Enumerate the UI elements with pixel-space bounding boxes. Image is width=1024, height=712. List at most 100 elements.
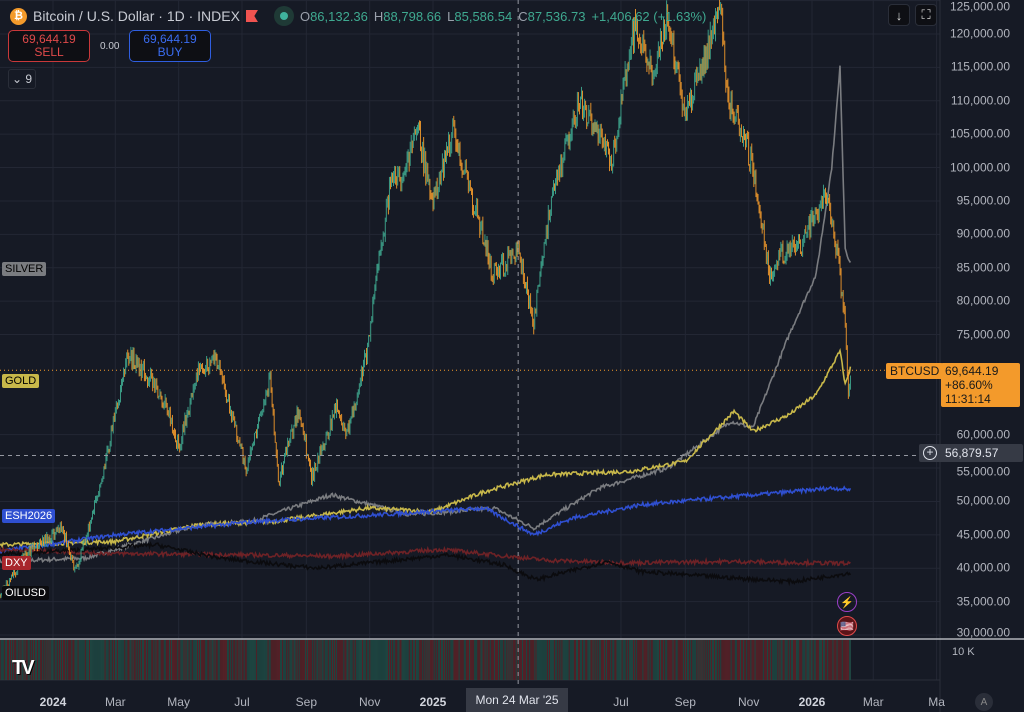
volume-bar: [373, 640, 375, 680]
volume-bar: [836, 640, 838, 680]
volume-bar: [336, 640, 338, 680]
auto-scale-button[interactable]: A: [975, 693, 993, 711]
volume-bar: [13, 640, 15, 680]
volume-bar: [367, 640, 369, 680]
volume-bar: [120, 640, 122, 680]
volume-bar: [221, 640, 223, 680]
volume-bar: [71, 640, 73, 680]
volume-bar: [434, 640, 436, 680]
volume-bar: [86, 640, 88, 680]
volume-bar: [611, 640, 613, 680]
volume-bar: [509, 640, 511, 680]
lightning-icon[interactable]: ⚡: [837, 592, 857, 612]
volume-bar: [174, 640, 176, 680]
volume-bar: [15, 640, 17, 680]
volume-bar: [397, 640, 399, 680]
volume-bar: [150, 640, 152, 680]
symbol-label-gold[interactable]: GOLD: [2, 374, 40, 388]
volume-bar: [600, 640, 602, 680]
us-flag-icon[interactable]: 🇺🇸: [837, 616, 857, 636]
volume-bar: [383, 640, 385, 680]
volume-bar: [23, 640, 25, 680]
plus-icon[interactable]: +: [923, 446, 937, 460]
volume-bar: [211, 640, 213, 680]
volume-bar: [170, 640, 171, 680]
volume-bar: [615, 640, 617, 680]
symbol-label-oilusd[interactable]: OILUSD: [2, 586, 49, 600]
volume-bar: [197, 640, 198, 680]
volume-bar: [769, 640, 771, 680]
volume-bar: [811, 640, 813, 680]
volume-bar: [506, 640, 508, 680]
volume-bar: [59, 640, 61, 680]
volume-bar: [596, 640, 598, 680]
volume-bar: [366, 640, 368, 680]
volume-bar: [585, 640, 587, 680]
volume-bar: [310, 640, 312, 680]
volume-bar: [77, 640, 79, 680]
volume-bar: [218, 640, 220, 680]
volume-bar: [382, 640, 384, 680]
download-button[interactable]: ↓: [888, 4, 910, 26]
volume-bar: [299, 640, 301, 680]
symbol-label-silver[interactable]: SILVER: [2, 262, 47, 276]
volume-bar: [44, 640, 46, 680]
volume-bar: [298, 640, 300, 680]
volume-bar: [346, 640, 348, 680]
volume-bar: [34, 640, 35, 680]
time-tick-label: Jul: [613, 695, 629, 709]
volume-bar: [118, 640, 120, 680]
volume-bar: [475, 640, 477, 680]
volume-bar: [595, 640, 597, 680]
volume-bar: [647, 640, 649, 680]
volume-bar: [822, 640, 823, 680]
volume-bar: [772, 640, 774, 680]
volume-bar: [533, 640, 535, 680]
sell-button[interactable]: 69,644.19 SELL: [8, 30, 90, 62]
volume-bar: [245, 640, 247, 680]
volume-bar: [28, 640, 30, 680]
volume-bar: [799, 640, 801, 680]
volume-bar: [474, 640, 476, 680]
indicators-toggle[interactable]: ⌄ 9: [8, 69, 36, 89]
volume-bar: [764, 640, 766, 680]
volume-bar: [306, 640, 307, 680]
volume-bar: [122, 640, 124, 680]
volume-bar: [536, 640, 538, 680]
symbol-label-esh2026[interactable]: ESH2026: [2, 509, 56, 523]
volume-bar: [394, 640, 396, 680]
volume-bar: [330, 640, 332, 680]
tradingview-logo[interactable]: TV: [12, 657, 34, 679]
volume-bar: [148, 640, 150, 680]
crosshair-price-label[interactable]: +56,879.57: [919, 444, 1023, 462]
volume-bar: [32, 640, 34, 680]
volume-bar: [39, 640, 41, 680]
volume-bar: [47, 640, 49, 680]
volume-bar: [646, 640, 648, 680]
volume-bar: [74, 640, 76, 680]
volume-bar: [268, 640, 270, 680]
volume-bar: [291, 640, 293, 680]
flag-icon[interactable]: [245, 10, 258, 22]
time-tick-label: May: [167, 695, 190, 709]
volume-bar: [272, 640, 274, 680]
symbol-title[interactable]: Bitcoin / U.S. Dollar · 1D · INDEX: [33, 8, 240, 24]
volume-bar: [375, 640, 377, 680]
volume-bar: [328, 640, 330, 680]
volume-bar: [173, 640, 175, 680]
volume-bar: [570, 640, 572, 680]
volume-bar: [42, 640, 44, 680]
symbol-label-dxy[interactable]: DXY: [2, 556, 31, 570]
volume-bar: [96, 640, 98, 680]
fullscreen-button[interactable]: ⛶: [915, 4, 937, 26]
volume-bar: [470, 640, 471, 680]
volume-bar: [180, 640, 182, 680]
volume-bar: [454, 640, 456, 680]
market-status-icon[interactable]: [273, 6, 294, 26]
volume-bar: [307, 640, 308, 680]
buy-button[interactable]: 69,644.19 BUY: [129, 30, 211, 62]
volume-bar: [563, 640, 565, 680]
volume-bar: [152, 640, 154, 680]
volume-bar: [814, 640, 816, 680]
